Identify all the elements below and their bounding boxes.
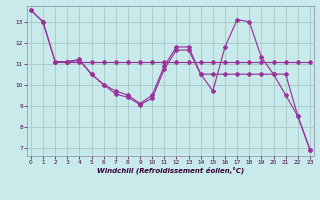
X-axis label: Windchill (Refroidissement éolien,°C): Windchill (Refroidissement éolien,°C) [97, 167, 244, 174]
